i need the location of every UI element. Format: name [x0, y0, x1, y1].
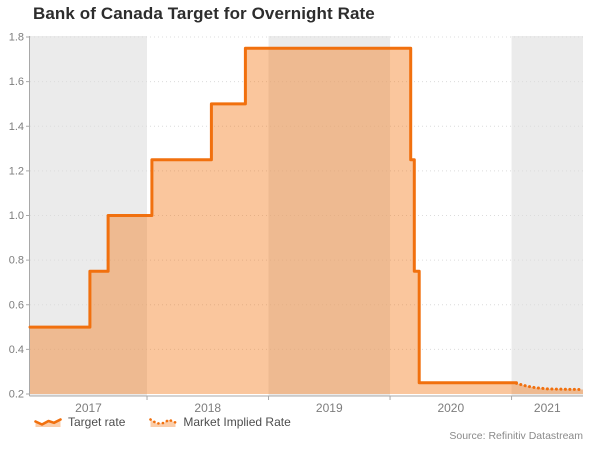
year-shade-band	[511, 36, 583, 396]
x-tick-label: 2018	[194, 401, 221, 415]
y-tick-label: 0.8	[9, 255, 24, 267]
source-note: Source: Refinitiv Datastream	[449, 430, 583, 442]
legend-item-market-implied: Market Implied Rate	[149, 415, 291, 429]
target-rate-legend-icon	[34, 418, 62, 427]
y-tick-label: 1.0	[9, 210, 24, 222]
rate-area-fill	[30, 48, 583, 394]
y-tick-label: 1.2	[9, 165, 24, 177]
y-tick-label: 1.6	[9, 76, 24, 88]
x-tick-label: 2020	[437, 401, 464, 415]
chart-title: Bank of Canada Target for Overnight Rate	[33, 4, 375, 23]
y-tick-label: 0.4	[9, 344, 24, 356]
x-tick-label: 2021	[534, 401, 561, 415]
y-tick-label: 0.2	[9, 389, 24, 401]
target-rate-line	[28, 46, 518, 385]
year-shade-band	[268, 36, 391, 396]
market-implied-legend-icon	[149, 418, 178, 427]
legend-label-target-rate: Target rate	[68, 415, 126, 429]
y-tick-label: 1.8	[9, 32, 24, 44]
market-implied-line	[514, 381, 585, 391]
chart-legend: Target rate Market Implied Rate	[34, 415, 291, 429]
x-tick-label: 2017	[75, 401, 102, 415]
x-tick-label: 2019	[316, 401, 343, 415]
legend-item-target-rate: Target rate	[34, 415, 125, 429]
y-tick-label: 1.4	[9, 121, 24, 133]
y-tick-label: 0.6	[9, 299, 24, 311]
legend-label-market-implied: Market Implied Rate	[183, 415, 291, 429]
